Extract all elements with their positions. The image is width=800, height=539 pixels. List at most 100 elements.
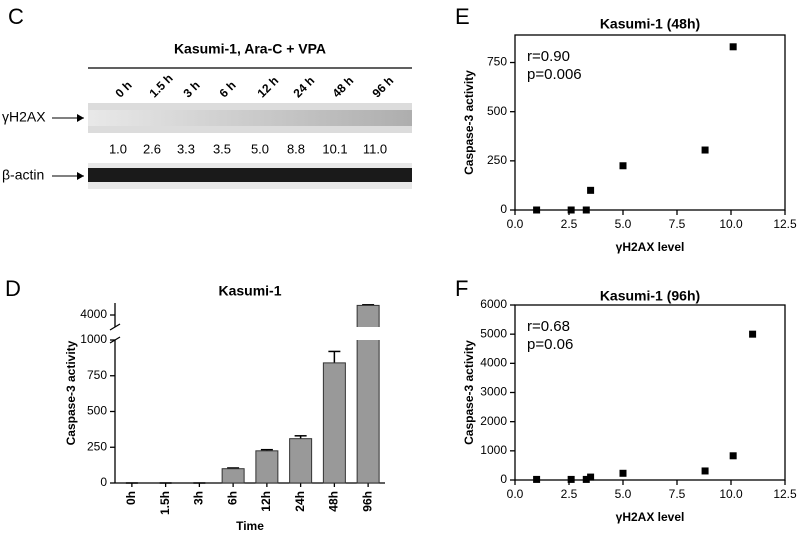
y-tick-label: 0 (500, 472, 507, 486)
annotation: p=0.06 (527, 336, 573, 353)
lane-label: 96 h (369, 73, 396, 100)
x-tick-label: 10.0 (719, 217, 743, 231)
y-tick-label: 4000 (80, 307, 107, 321)
x-axis-label: γH2AX level (616, 240, 685, 254)
quantification: 5.0 (251, 141, 269, 156)
x-tick-label: 5.0 (615, 217, 632, 231)
bar (356, 304, 380, 484)
panel-letter: C (8, 4, 24, 29)
x-tick-label: 12h (259, 491, 273, 512)
point (582, 206, 590, 214)
y-tick-label: 4000 (480, 356, 507, 370)
y-tick-label: 0 (500, 202, 507, 216)
y-tick-label: 2000 (480, 414, 507, 428)
y-axis-label: Caspase-3 activity (462, 70, 476, 175)
x-tick-label: 5.0 (615, 487, 632, 501)
y-tick-label: 1000 (480, 443, 507, 457)
y-tick-label: 1000 (80, 332, 107, 346)
arrow-head (77, 114, 84, 122)
point (619, 162, 627, 170)
quantification: 1.0 (109, 141, 127, 156)
bar (289, 438, 313, 484)
x-tick-label: 0.0 (507, 217, 524, 231)
point (701, 146, 709, 154)
annotation: r=0.68 (527, 318, 570, 335)
x-tick-label: 3h (192, 491, 206, 505)
y-tick-label: 0 (100, 475, 107, 489)
point (619, 469, 627, 477)
x-tick-label: 96h (360, 491, 374, 512)
y-tick-label: 500 (487, 104, 507, 118)
blot-band (88, 110, 412, 126)
lane-label: 1.5 h (146, 71, 175, 100)
point (701, 467, 709, 475)
y-tick-label: 6000 (480, 297, 507, 311)
x-axis-label: Time (236, 519, 264, 533)
y-tick-label: 500 (87, 404, 107, 418)
lane-label: 0 h (112, 78, 134, 100)
x-tick-label: 7.5 (669, 217, 686, 231)
lane-label: 48 h (329, 73, 356, 100)
point (582, 475, 590, 483)
panel-letter: D (5, 276, 21, 301)
bar (322, 362, 346, 484)
x-tick-label: 6h (225, 491, 239, 505)
y-tick-label: 250 (87, 439, 107, 453)
point (533, 206, 541, 214)
x-axis-label: γH2AX level (616, 510, 685, 524)
y-axis-label: Caspase-3 activity (462, 340, 476, 445)
x-tick-label: 2.5 (561, 217, 578, 231)
x-tick-label: 1.5h (158, 491, 172, 515)
quantification: 10.1 (322, 141, 347, 156)
band-label: γH2AX (2, 109, 46, 125)
point (749, 330, 757, 338)
lane-label: 3 h (180, 78, 202, 100)
point (567, 475, 575, 483)
break-mark (109, 323, 121, 331)
lane-label: 12 h (254, 73, 281, 100)
bar (255, 450, 279, 484)
x-tick-label: 12.5 (773, 217, 797, 231)
y-tick-label: 5000 (480, 326, 507, 340)
arrow-head (77, 172, 84, 180)
chart-title: Kasumi-1 (48h) (600, 16, 700, 32)
panel-letter: E (455, 4, 470, 29)
point (587, 186, 595, 194)
x-tick-label: 7.5 (669, 487, 686, 501)
point (533, 475, 541, 483)
panel-letter: F (455, 276, 468, 301)
x-tick-label: 10.0 (719, 487, 743, 501)
x-tick-label: 2.5 (561, 487, 578, 501)
x-tick-label: 0h (124, 491, 138, 505)
x-tick-label: 48h (327, 491, 341, 512)
break-gap (355, 327, 382, 340)
y-tick-label: 750 (87, 368, 107, 382)
y-tick-label: 750 (487, 55, 507, 69)
quantification: 2.6 (143, 141, 161, 156)
bar (221, 468, 245, 484)
quantification: 3.5 (213, 141, 231, 156)
band-label: β-actin (2, 167, 44, 183)
x-tick-label: 12.5 (773, 487, 797, 501)
blot-title: Kasumi-1, Ara-C + VPA (174, 41, 326, 57)
x-tick-label: 0.0 (507, 487, 524, 501)
quantification: 11.0 (363, 141, 387, 156)
x-tick-label: 24h (293, 491, 307, 512)
y-tick-label: 250 (487, 153, 507, 167)
point (567, 206, 575, 214)
point (587, 473, 595, 481)
chart-title: Kasumi-1 (218, 283, 281, 299)
lane-label: 24 h (290, 73, 317, 100)
lane-label: 6 h (216, 78, 238, 100)
y-tick-label: 3000 (480, 385, 507, 399)
blot-band (88, 168, 412, 182)
annotation: r=0.90 (527, 48, 570, 65)
y-axis-label: Caspase-3 activity (64, 340, 78, 445)
chart-title: Kasumi-1 (96h) (600, 288, 700, 304)
quantification: 3.3 (177, 141, 195, 156)
quantification: 8.8 (287, 141, 305, 156)
plot-frame (514, 34, 786, 211)
annotation: p=0.006 (527, 66, 582, 83)
point (729, 43, 737, 51)
